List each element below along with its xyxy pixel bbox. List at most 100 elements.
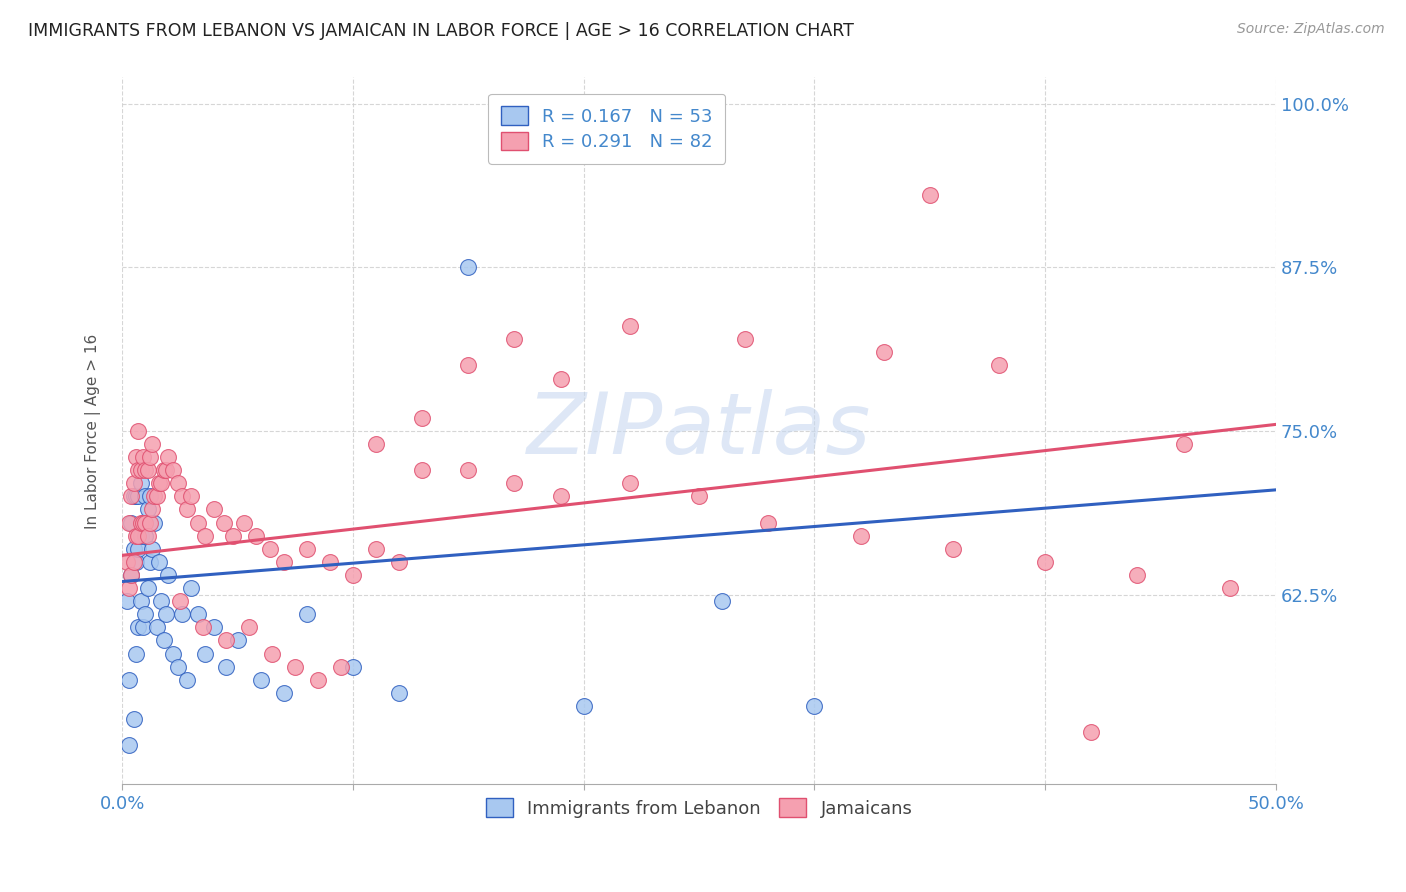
Point [187, 607, 209, 622]
Point [143, 516, 166, 530]
Point [118, 738, 141, 752]
Point [734, 332, 756, 346]
Point [619, 319, 641, 334]
Point [136, 581, 159, 595]
Point [411, 463, 433, 477]
Point [150, 594, 173, 608]
Point [711, 594, 734, 608]
Point [550, 489, 572, 503]
Point [172, 607, 194, 622]
Point [162, 463, 184, 477]
Point [136, 502, 159, 516]
Point [125, 555, 148, 569]
Point [1033, 555, 1056, 569]
Point [118, 516, 141, 530]
Point [148, 476, 170, 491]
Y-axis label: In Labor Force | Age > 16: In Labor Force | Age > 16 [86, 334, 101, 529]
Point [249, 673, 271, 687]
Point [129, 463, 152, 477]
Point [388, 686, 411, 700]
Point [122, 712, 145, 726]
Point [204, 620, 226, 634]
Point [1173, 437, 1195, 451]
Point [273, 555, 295, 569]
Point [872, 345, 894, 359]
Point [145, 489, 167, 503]
Point [457, 463, 479, 477]
Point [411, 410, 433, 425]
Point [132, 516, 155, 530]
Point [295, 607, 318, 622]
Point [194, 529, 217, 543]
Point [187, 516, 209, 530]
Point [122, 541, 145, 556]
Point [115, 594, 138, 608]
Point [157, 450, 180, 464]
Point [942, 541, 965, 556]
Point [127, 424, 149, 438]
Point [572, 698, 595, 713]
Point [136, 529, 159, 543]
Point [550, 371, 572, 385]
Point [150, 476, 173, 491]
Point [122, 489, 145, 503]
Point [166, 659, 188, 673]
Point [364, 541, 387, 556]
Point [120, 568, 142, 582]
Point [134, 529, 156, 543]
Point [118, 581, 141, 595]
Point [176, 502, 198, 516]
Point [503, 332, 526, 346]
Point [1126, 568, 1149, 582]
Point [115, 555, 138, 569]
Point [141, 437, 163, 451]
Point [233, 516, 256, 530]
Point [342, 568, 364, 582]
Point [166, 476, 188, 491]
Point [364, 437, 387, 451]
Point [141, 502, 163, 516]
Point [222, 529, 245, 543]
Point [120, 489, 142, 503]
Point [157, 568, 180, 582]
Point [619, 476, 641, 491]
Point [134, 516, 156, 530]
Point [127, 541, 149, 556]
Point [259, 541, 281, 556]
Point [118, 673, 141, 687]
Point [152, 633, 174, 648]
Point [918, 188, 941, 202]
Point [273, 686, 295, 700]
Point [139, 555, 162, 569]
Point [849, 529, 872, 543]
Point [238, 620, 260, 634]
Point [127, 489, 149, 503]
Point [120, 568, 142, 582]
Point [172, 489, 194, 503]
Point [319, 555, 342, 569]
Point [204, 502, 226, 516]
Point [176, 673, 198, 687]
Point [127, 463, 149, 477]
Point [330, 659, 353, 673]
Point [127, 529, 149, 543]
Point [145, 620, 167, 634]
Point [1219, 581, 1241, 595]
Point [139, 516, 162, 530]
Point [457, 260, 479, 275]
Point [122, 555, 145, 569]
Point [756, 516, 779, 530]
Point [134, 463, 156, 477]
Point [127, 620, 149, 634]
Point [180, 489, 202, 503]
Point [120, 516, 142, 530]
Point [132, 450, 155, 464]
Point [388, 555, 411, 569]
Point [143, 489, 166, 503]
Point [215, 633, 238, 648]
Point [295, 541, 318, 556]
Point [245, 529, 267, 543]
Point [125, 489, 148, 503]
Point [139, 489, 162, 503]
Point [129, 516, 152, 530]
